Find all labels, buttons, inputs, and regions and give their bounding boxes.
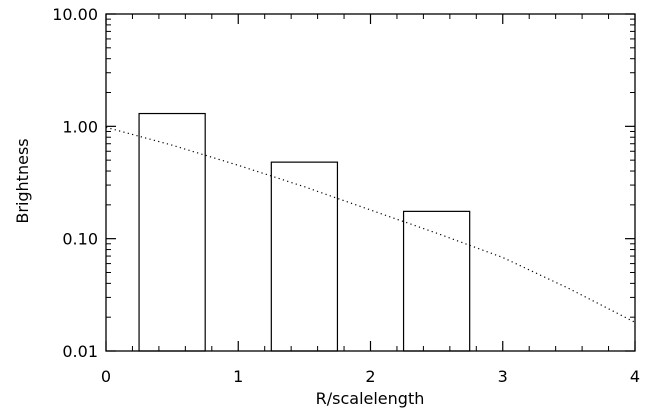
x-tick-label: 3 [498,367,508,386]
x-tick-label: 4 [630,367,640,386]
y-axis-label: Brightness [13,138,32,223]
x-axis-label: R/scalelength [316,389,425,408]
y-tick-label: 10.00 [52,5,98,24]
plot-frame [105,13,636,352]
bars-layer [138,112,471,352]
curve-layer [105,126,636,323]
x-tick-label: 0 [101,367,111,386]
bar-2 [270,161,339,352]
y-tick-label: 0.10 [62,230,98,249]
bar-1 [138,112,206,352]
x-tick-label: 1 [233,367,243,386]
x-tick-label: 2 [365,367,375,386]
bar-3 [402,210,471,352]
y-tick-label: 0.01 [62,342,98,361]
y-tick-label: 1.00 [62,117,98,136]
model-curve [105,126,636,323]
axes-layer: 0 1 2 3 4 0.01 0.10 1.00 10.00 [52,5,640,386]
